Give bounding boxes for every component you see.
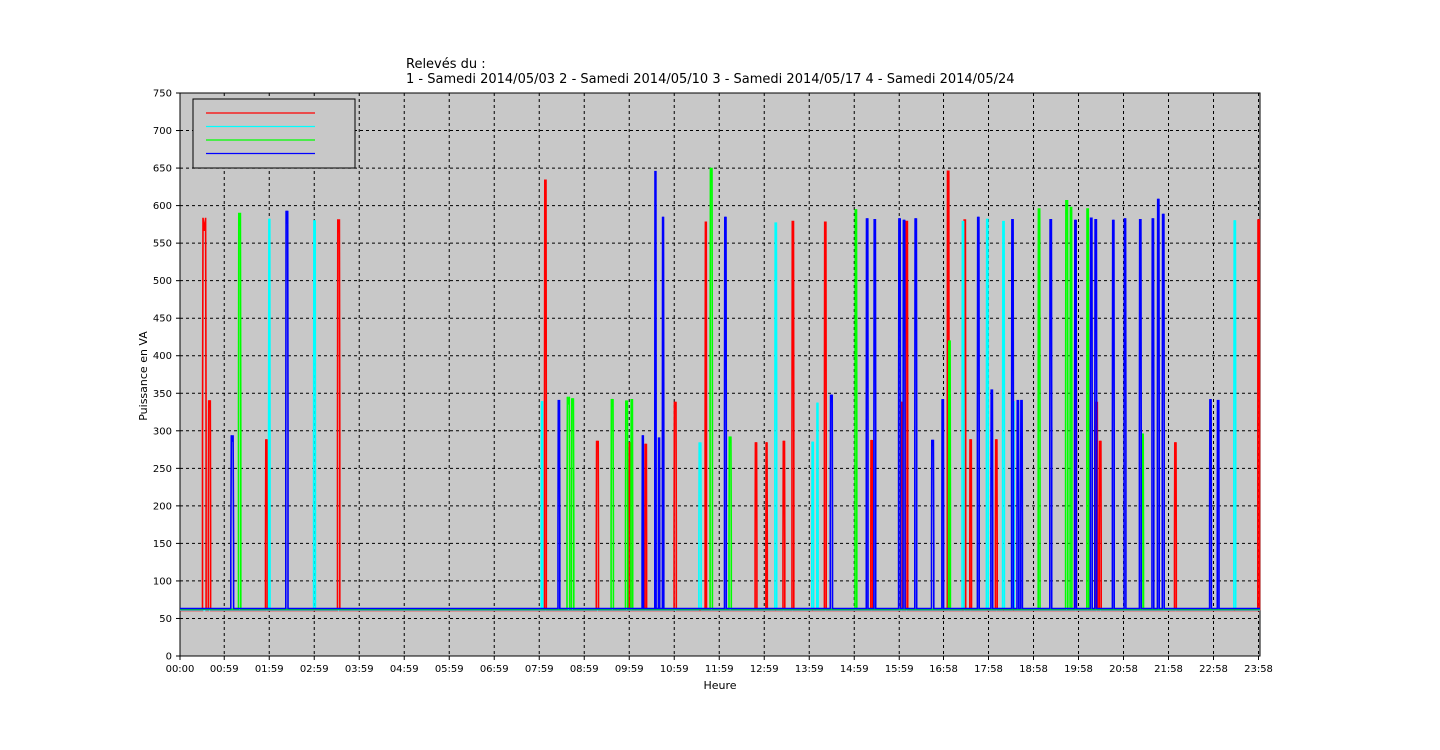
legend bbox=[192, 98, 356, 169]
x-tick-label: 16:58 bbox=[929, 664, 958, 675]
y-tick-label: 0 bbox=[166, 652, 172, 663]
chart-title-line-1: Relevés du : bbox=[406, 57, 486, 72]
y-tick-label: 200 bbox=[153, 501, 172, 512]
x-tick-label: 05:59 bbox=[435, 664, 464, 675]
y-axis-ticks: 0 50 100 150 200 250 300 350 400 450 500 550 600 650 7… bbox=[153, 89, 180, 663]
y-tick-label: 450 bbox=[153, 314, 172, 325]
series-lines bbox=[180, 167, 1261, 612]
y-tick-label: 700 bbox=[153, 126, 172, 137]
x-axis-ticks: 00:00 00:59 01:59 02:59 03:59 04:59 05:59 06:59… bbox=[166, 656, 1273, 675]
y-tick-label: 500 bbox=[153, 276, 172, 287]
y-axis-label: Puissance en VA bbox=[137, 331, 150, 421]
x-tick-label: 23:58 bbox=[1244, 664, 1273, 675]
x-tick-label: 00:59 bbox=[210, 664, 239, 675]
x-tick-label: 00:00 bbox=[166, 664, 195, 675]
x-tick-label: 17:58 bbox=[974, 664, 1003, 675]
y-tick-label: 400 bbox=[153, 351, 172, 362]
y-tick-label: 650 bbox=[153, 164, 172, 175]
y-tick-label: 300 bbox=[153, 426, 172, 437]
x-tick-label: 10:59 bbox=[660, 664, 689, 675]
x-tick-label: 22:58 bbox=[1199, 664, 1228, 675]
x-tick-label: 21:58 bbox=[1154, 664, 1183, 675]
x-tick-label: 15:59 bbox=[885, 664, 914, 675]
y-tick-label: 150 bbox=[153, 539, 172, 550]
x-tick-label: 06:59 bbox=[480, 664, 509, 675]
y-tick-label: 350 bbox=[153, 389, 172, 400]
x-tick-label: 04:59 bbox=[390, 664, 419, 675]
x-axis-label: Heure bbox=[703, 679, 736, 692]
x-tick-label: 02:59 bbox=[300, 664, 329, 675]
legend-box bbox=[192, 98, 356, 169]
y-tick-label: 250 bbox=[153, 464, 172, 475]
x-tick-label: 11:59 bbox=[705, 664, 734, 675]
x-tick-label: 07:59 bbox=[525, 664, 554, 675]
plot-area bbox=[179, 92, 1261, 657]
x-tick-label: 09:59 bbox=[615, 664, 644, 675]
series-line-3 bbox=[180, 167, 1260, 610]
x-tick-label: 03:59 bbox=[345, 664, 374, 675]
y-tick-label: 100 bbox=[153, 576, 172, 587]
x-tick-label: 01:59 bbox=[255, 664, 284, 675]
x-tick-label: 14:59 bbox=[840, 664, 869, 675]
y-tick-label: 750 bbox=[153, 89, 172, 100]
series-line-4 bbox=[180, 170, 1260, 610]
chart-title-line-2: 1 - Samedi 2014/05/03 2 - Samedi 2014/05… bbox=[406, 72, 1015, 87]
x-tick-label: 19:58 bbox=[1064, 664, 1093, 675]
y-tick-label: 50 bbox=[159, 614, 172, 625]
y-tick-label: 600 bbox=[153, 201, 172, 212]
x-tick-label: 20:58 bbox=[1109, 664, 1138, 675]
y-tick-label: 550 bbox=[153, 239, 172, 250]
x-tick-label: 18:58 bbox=[1019, 664, 1048, 675]
x-tick-label: 08:59 bbox=[570, 664, 599, 675]
x-tick-label: 13:59 bbox=[795, 664, 824, 675]
x-tick-label: 12:59 bbox=[750, 664, 779, 675]
